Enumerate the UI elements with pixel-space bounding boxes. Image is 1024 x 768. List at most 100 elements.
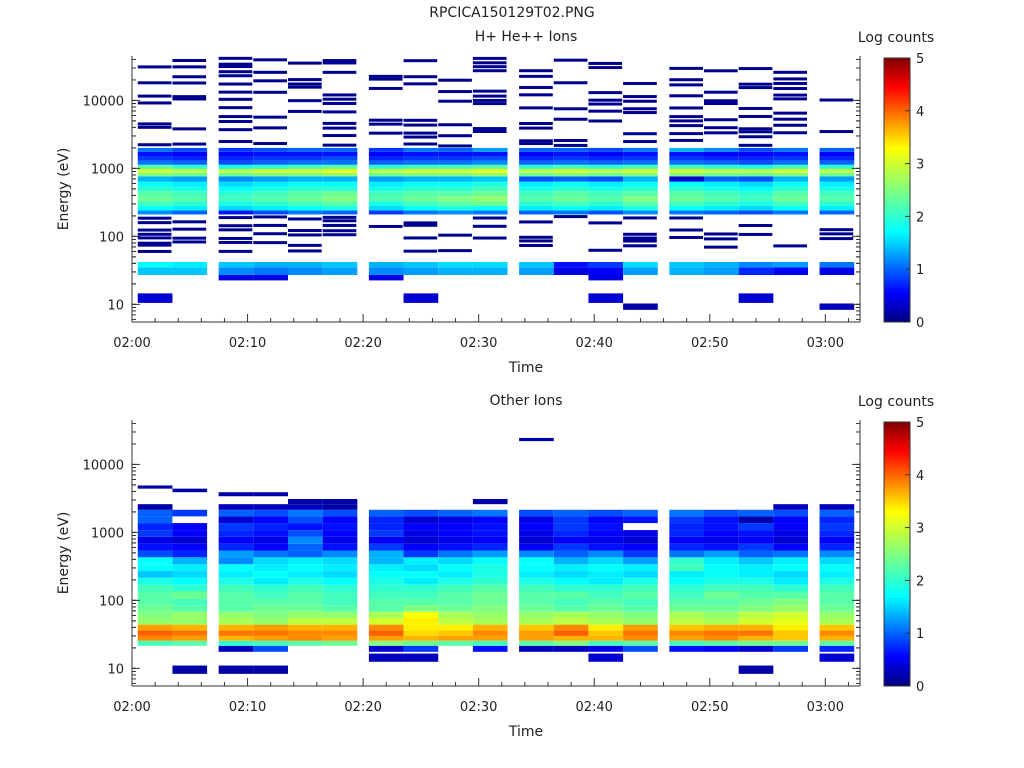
heatmap-cell xyxy=(588,61,623,65)
heatmap-cell xyxy=(472,156,508,161)
heatmap-cell xyxy=(669,516,704,524)
heatmap-cell xyxy=(438,577,473,585)
heatmap-cell xyxy=(403,640,439,646)
heatmap-cell xyxy=(438,90,472,94)
heatmap-cell xyxy=(322,164,358,169)
y-axis-label: Energy (eV) xyxy=(56,512,72,595)
heatmap-cell xyxy=(519,121,553,125)
heatmap-cell xyxy=(218,635,254,641)
heatmap-cell xyxy=(368,530,404,537)
heatmap-cell xyxy=(368,205,404,211)
heatmap-cell xyxy=(438,168,473,173)
heatmap-cell xyxy=(438,144,472,148)
heatmap-cell xyxy=(322,564,358,572)
heatmap-cell xyxy=(472,65,507,69)
heatmap-cell xyxy=(623,99,657,103)
heatmap-cell xyxy=(288,147,323,152)
heatmap-cell xyxy=(368,630,404,636)
heatmap-cell xyxy=(172,142,207,146)
heatmap-cell xyxy=(738,261,774,268)
heatmap-cell xyxy=(322,134,357,138)
heatmap-cell xyxy=(472,498,508,505)
heatmap-cell xyxy=(288,577,323,585)
heatmap-cell xyxy=(738,232,773,236)
heatmap-cell xyxy=(438,598,473,606)
heatmap-cell xyxy=(253,241,287,245)
heatmap-cell xyxy=(738,557,774,565)
heatmap-cell xyxy=(172,210,208,215)
heatmap-cell xyxy=(588,564,624,572)
heatmap-cell xyxy=(172,176,208,182)
heatmap-cell xyxy=(669,191,704,197)
heatmap-cell xyxy=(322,126,357,130)
heatmap-cell xyxy=(588,156,624,161)
heatmap-cell xyxy=(403,135,438,139)
heatmap-cell xyxy=(472,176,508,182)
heatmap-cell xyxy=(253,215,287,219)
heatmap-cell xyxy=(403,571,439,578)
heatmap-cell xyxy=(588,221,623,225)
heatmap-cell xyxy=(288,504,323,510)
heatmap-cell xyxy=(218,492,254,497)
heatmap-cell xyxy=(137,516,173,524)
heatmap-cell xyxy=(669,509,704,517)
heatmap-cell xyxy=(519,244,553,248)
heatmap-cell xyxy=(403,536,439,544)
heatmap-cell xyxy=(253,176,288,182)
heatmap-cell xyxy=(472,584,508,592)
heatmap-cell xyxy=(623,530,658,537)
heatmap-cell xyxy=(172,611,208,619)
heatmap-cell xyxy=(322,93,357,97)
heatmap-cell xyxy=(669,577,704,585)
heatmap-cell xyxy=(738,181,774,187)
heatmap-cell xyxy=(623,151,658,157)
heatmap-cell xyxy=(322,640,358,646)
heatmap-cell xyxy=(322,584,358,592)
heatmap-cell xyxy=(519,516,554,524)
heatmap-cell xyxy=(623,516,658,524)
heatmap-cell xyxy=(218,90,253,94)
heatmap-cell xyxy=(623,232,657,236)
heatmap-cell xyxy=(403,131,438,135)
heatmap-cell xyxy=(669,181,704,187)
heatmap-cell xyxy=(137,186,173,192)
heatmap-cells xyxy=(137,437,855,674)
heatmap-cell xyxy=(819,181,855,187)
heatmap-cell xyxy=(704,126,738,130)
heatmap-cell xyxy=(738,201,774,206)
heatmap-cell xyxy=(623,81,657,85)
heatmap-cell xyxy=(137,577,173,585)
heatmap-cell xyxy=(253,557,288,565)
heatmap-cell xyxy=(288,229,322,233)
heatmap-cell xyxy=(773,186,808,192)
colorbar-tick-label: 1 xyxy=(916,263,924,278)
heatmap-cell xyxy=(403,59,438,63)
heatmap-cell xyxy=(368,191,404,197)
heatmap-cell xyxy=(519,557,554,565)
heatmap-cell xyxy=(738,82,773,86)
heatmap-cell xyxy=(704,611,739,619)
heatmap-cell xyxy=(472,530,508,537)
heatmap-cell xyxy=(403,584,439,592)
y-tick-label: 10000 xyxy=(83,94,124,109)
heatmap-cell xyxy=(322,267,358,276)
heatmap-cell xyxy=(403,151,439,157)
heatmap-cell xyxy=(322,550,358,558)
heatmap-cell xyxy=(322,70,357,74)
heatmap-cell xyxy=(519,168,554,173)
heatmap-cell xyxy=(704,536,739,544)
heatmap-cell xyxy=(288,82,322,86)
heatmap-cell xyxy=(368,74,403,78)
x-tick-label: 02:30 xyxy=(460,336,497,351)
heatmap-cell xyxy=(553,630,589,636)
heatmap-cell xyxy=(322,630,358,636)
heatmap-cell xyxy=(819,584,855,592)
heatmap-cell xyxy=(519,550,554,558)
heatmap-cell xyxy=(288,523,323,531)
heatmap-cell xyxy=(438,249,472,253)
heatmap-cell xyxy=(218,65,253,69)
heatmap-cell xyxy=(472,557,508,565)
heatmap-cell xyxy=(288,635,323,641)
heatmap-cell xyxy=(819,618,855,625)
